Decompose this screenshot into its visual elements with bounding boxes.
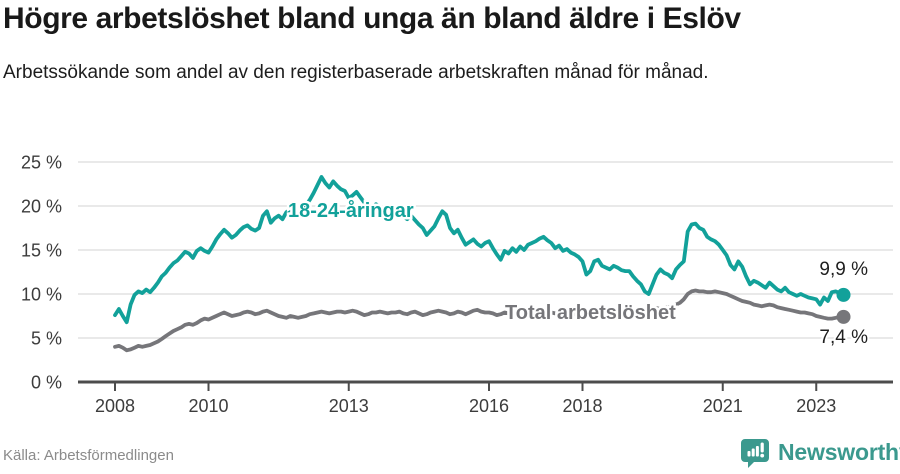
x-tick-label: 2018 xyxy=(562,396,602,416)
x-tick-label: 2010 xyxy=(188,396,228,416)
y-tick-label: 5 % xyxy=(31,329,62,349)
series-label-total: Total arbetslöshet xyxy=(505,302,676,324)
y-tick-label: 25 % xyxy=(21,153,62,173)
newsworthy-wordmark: Newsworthy xyxy=(778,439,900,465)
series-label-youth: 18-24-åringar xyxy=(288,199,414,222)
page-title: Högre arbetslöshet bland unga än bland ä… xyxy=(3,2,741,35)
y-tick-label: 15 % xyxy=(21,241,62,261)
y-tick-label: 0 % xyxy=(31,373,62,393)
unemployment-chart: 0 % 5 % 10 % 15 % 20 % 25 % 2008 2010 2013 2016 20… xyxy=(21,153,893,416)
source-text: Källa: Arbetsförmedlingen xyxy=(3,447,174,464)
newsworthy-bubble-chart-icon xyxy=(741,439,769,468)
newsworthy-logo: Newsworthy xyxy=(740,437,900,468)
x-tick-label: 2016 xyxy=(469,396,509,416)
y-tick-label: 10 % xyxy=(21,285,62,305)
x-tick-label: 2023 xyxy=(796,396,836,416)
end-value-label-total: 7,4 % xyxy=(819,327,868,348)
end-value-label-youth: 9,9 % xyxy=(819,259,868,280)
page-subtitle: Arbetssökande som andel av den registerb… xyxy=(3,62,709,83)
x-tick-label: 2008 xyxy=(95,396,135,416)
series-line-total xyxy=(113,288,846,353)
y-tick-label: 20 % xyxy=(21,197,62,217)
x-tick-label: 2013 xyxy=(329,396,369,416)
series-line-youth xyxy=(113,175,846,325)
x-tick-label: 2021 xyxy=(703,396,743,416)
series-end-dot-youth xyxy=(836,287,851,302)
series-end-dot-total xyxy=(836,309,851,324)
